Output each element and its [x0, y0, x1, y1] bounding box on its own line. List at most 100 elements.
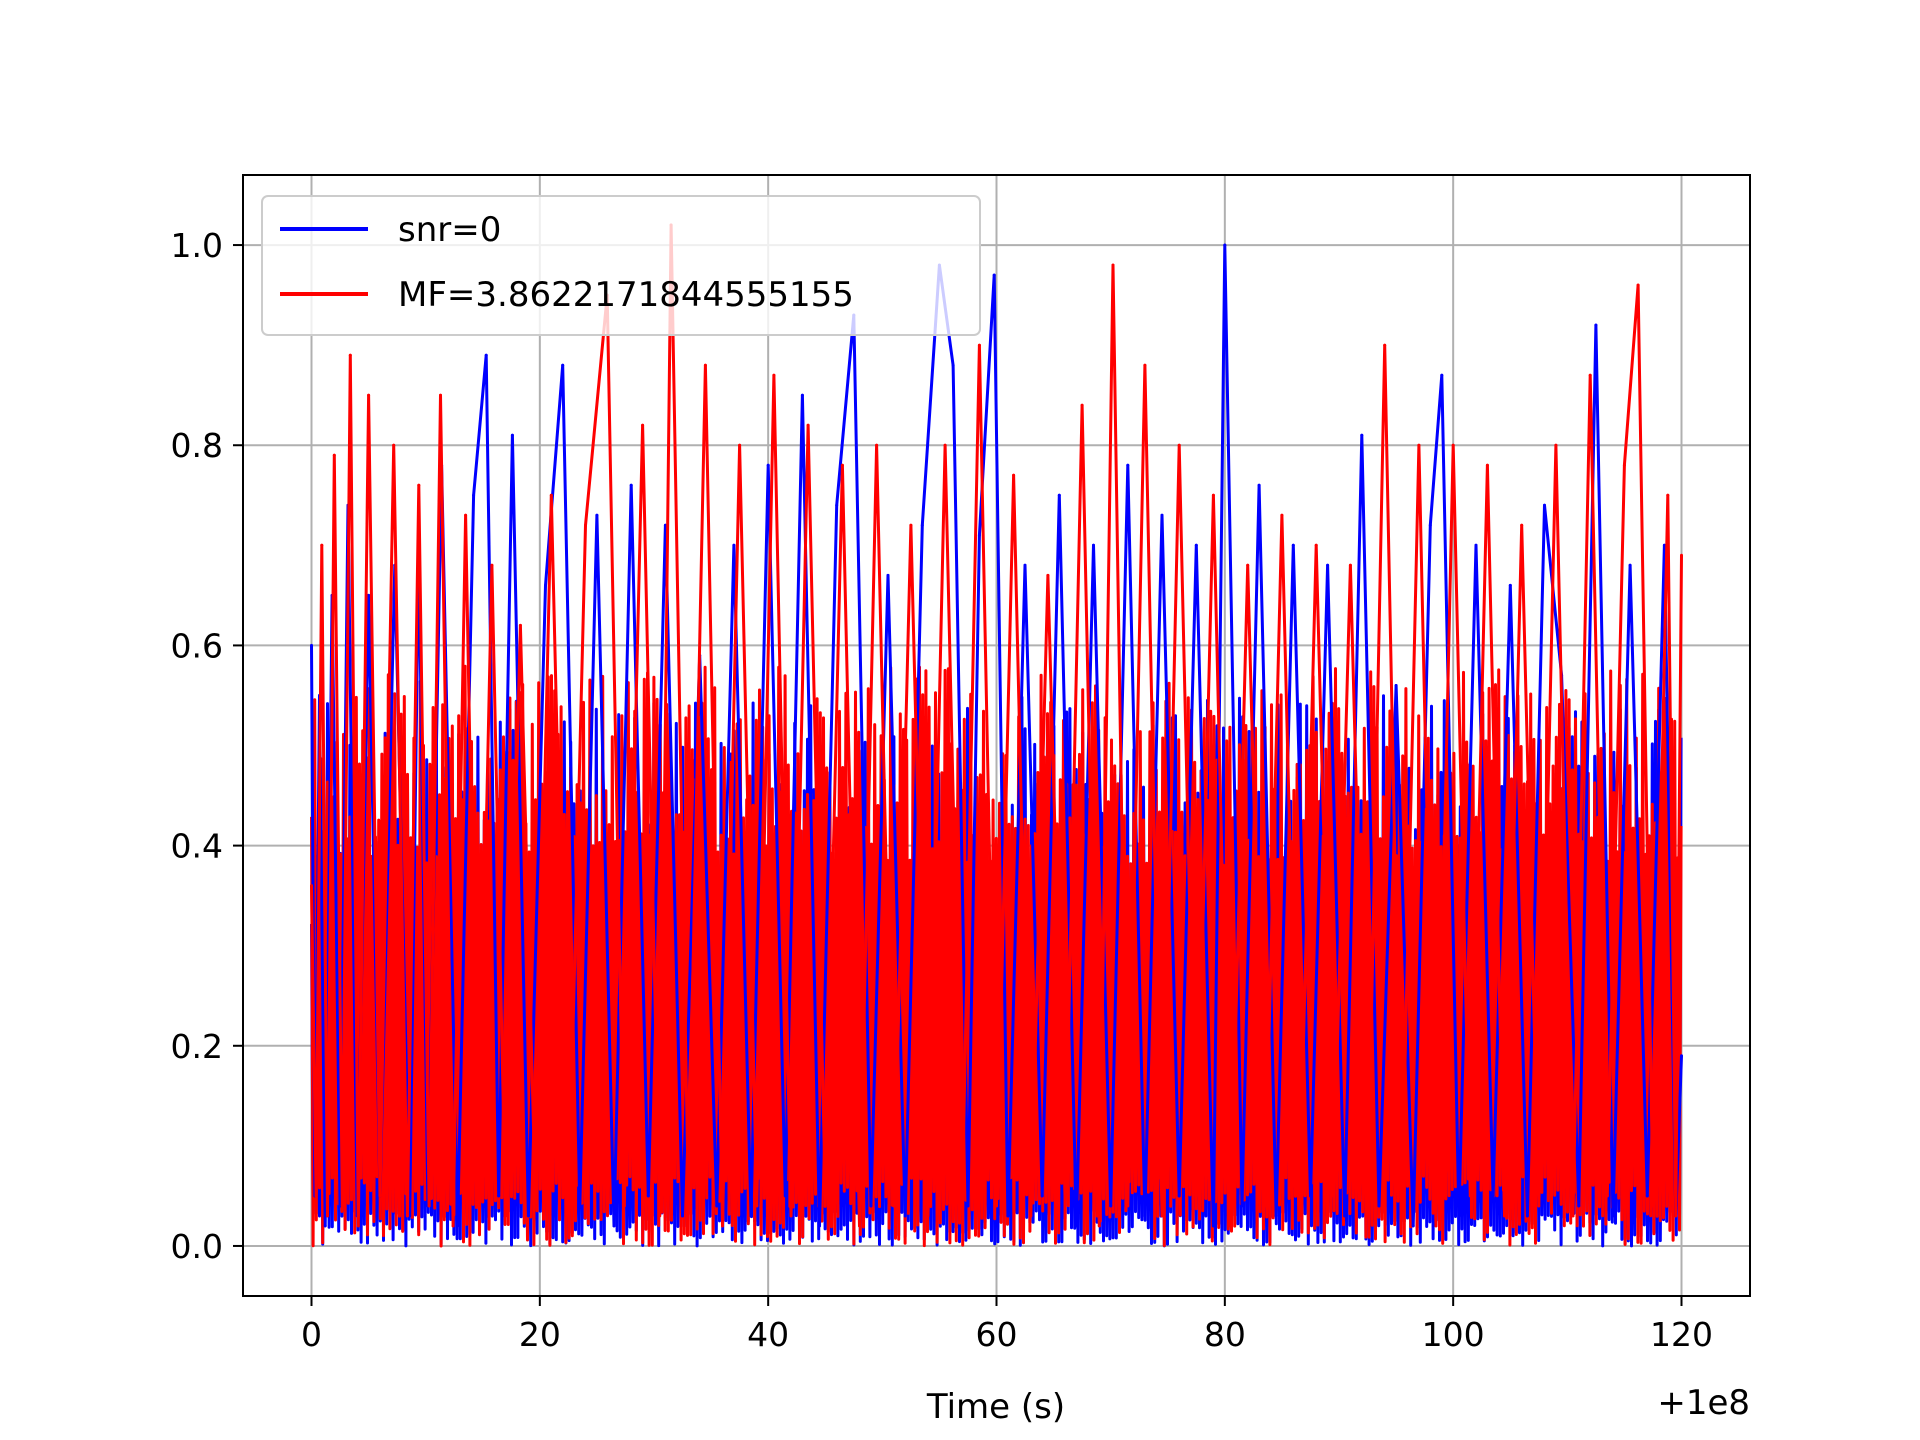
data-point	[1309, 1194, 1312, 1198]
data-point	[1223, 243, 1227, 247]
legend-label-snr: snr=0	[398, 210, 501, 250]
data-point	[314, 1194, 318, 1198]
data-point	[367, 393, 371, 397]
data-point	[497, 1194, 501, 1198]
data-point	[1611, 1214, 1615, 1218]
data-point	[1645, 1194, 1649, 1198]
x-tick-label: 120	[1650, 1315, 1713, 1354]
data-point	[686, 1194, 690, 1198]
data-point	[1274, 1214, 1278, 1218]
data-point	[1063, 1194, 1067, 1198]
data-point	[960, 1194, 964, 1198]
data-point	[977, 533, 981, 537]
x-tick-label: 60	[976, 1315, 1018, 1354]
data-point	[783, 1194, 787, 1198]
data-point	[1440, 373, 1444, 377]
data-point	[1400, 1204, 1404, 1208]
data-point	[417, 483, 421, 487]
data-point	[875, 443, 879, 447]
data-point	[886, 573, 890, 577]
data-point	[595, 513, 599, 517]
data-point	[1331, 1194, 1335, 1198]
data-point	[1366, 1214, 1369, 1218]
data-point	[1211, 493, 1215, 497]
data-point	[835, 503, 839, 507]
data-point	[1046, 573, 1050, 577]
data-point	[1383, 343, 1387, 347]
data-point	[348, 353, 352, 357]
data-point	[1491, 1194, 1495, 1198]
data-point	[789, 1214, 793, 1218]
data-point	[1126, 1204, 1130, 1208]
data-point	[408, 1214, 412, 1218]
data-point	[451, 1224, 455, 1228]
data-point	[320, 543, 324, 547]
data-point	[533, 1194, 537, 1198]
data-point	[738, 443, 742, 447]
data-point	[1314, 543, 1318, 547]
data-point	[1280, 513, 1284, 517]
data-point	[1006, 1214, 1010, 1218]
data-point	[840, 463, 844, 467]
y-tick-label: 0.8	[171, 426, 223, 465]
data-point	[1662, 543, 1666, 547]
data-point	[392, 443, 396, 447]
data-point	[1160, 513, 1164, 517]
data-point	[484, 353, 488, 357]
data-point	[806, 423, 810, 427]
data-point	[1571, 1214, 1575, 1218]
data-point	[1674, 1214, 1678, 1218]
y-tick-label: 0.2	[171, 1027, 223, 1066]
y-axis: 0.0 0.2 0.4 0.6 0.8 1.0	[171, 226, 243, 1266]
x-offset-label: +1e8	[1657, 1383, 1750, 1423]
data-point	[903, 1214, 907, 1218]
data-point	[439, 393, 442, 397]
data-point	[1434, 1224, 1438, 1228]
x-tick-label: 40	[747, 1315, 789, 1354]
data-point	[1177, 1194, 1181, 1198]
x-axis-label: Time (s)	[926, 1387, 1065, 1427]
legend-box	[261, 195, 981, 336]
data-point	[622, 1204, 626, 1208]
data-point	[943, 443, 947, 447]
data-point	[338, 1204, 342, 1208]
data-point	[1417, 443, 1421, 447]
data-point	[1109, 1204, 1113, 1208]
data-point	[1554, 443, 1558, 447]
data-point	[1543, 503, 1546, 507]
data-point	[909, 523, 913, 527]
data-point	[1377, 1204, 1381, 1208]
data-point	[1503, 1214, 1506, 1218]
data-point	[378, 1194, 382, 1198]
x-tick-label: 20	[519, 1315, 561, 1354]
data-point	[1257, 483, 1261, 487]
data-point	[1411, 1224, 1415, 1228]
data-point	[1651, 1204, 1655, 1208]
data-point	[869, 1204, 873, 1208]
data-point	[1092, 543, 1095, 547]
data-point	[951, 363, 955, 367]
data-point	[1263, 1204, 1267, 1208]
data-point	[629, 483, 633, 487]
data-point	[612, 1224, 616, 1228]
data-point	[1246, 563, 1250, 567]
data-point	[658, 1214, 662, 1218]
data-point	[1194, 543, 1198, 547]
data-point	[646, 1194, 650, 1198]
data-point	[1160, 1214, 1164, 1218]
data-point	[1680, 553, 1683, 557]
data-point	[504, 1214, 508, 1218]
data-point	[1394, 684, 1398, 687]
data-point	[1474, 543, 1478, 547]
data-point	[356, 1224, 360, 1228]
data-point	[367, 593, 371, 597]
data-point	[518, 623, 522, 627]
data-point	[1485, 463, 1489, 467]
data-point	[427, 1204, 431, 1208]
x-tick-label: 100	[1422, 1315, 1485, 1354]
data-point	[578, 1204, 582, 1208]
data-point	[1520, 523, 1524, 527]
data-point	[1468, 1194, 1472, 1198]
data-point	[584, 523, 587, 527]
data-point	[526, 1214, 530, 1218]
